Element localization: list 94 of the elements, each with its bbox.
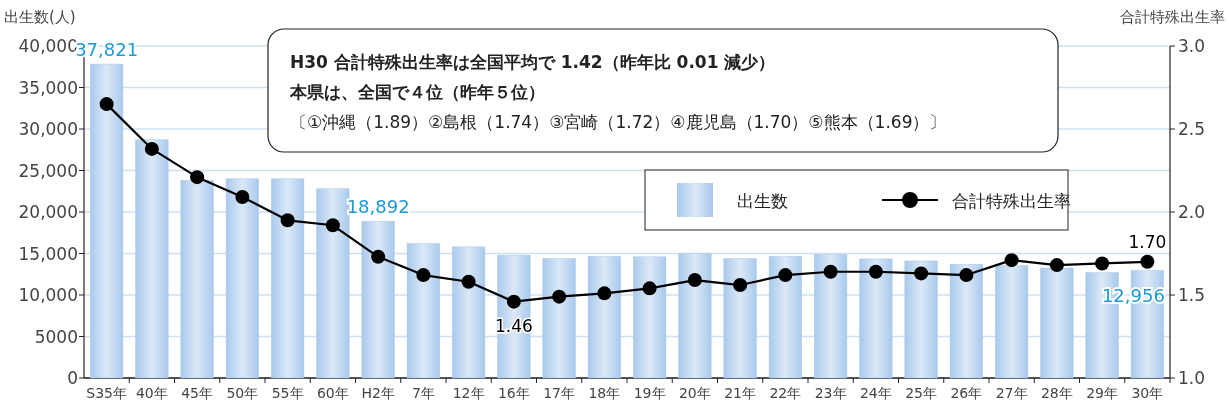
- x-tick-label: 60年: [316, 385, 349, 401]
- x-tick-label: 50年: [226, 385, 259, 401]
- bar: [225, 178, 259, 379]
- y-tick-label: 20,000: [18, 202, 78, 222]
- y-tick-label: 30,000: [18, 119, 78, 139]
- point: [868, 264, 883, 279]
- point: [552, 289, 567, 304]
- bar: [995, 265, 1029, 379]
- y-tick-label: 25,000: [18, 160, 78, 181]
- bar: [587, 256, 621, 379]
- x-tick-label: 19年: [633, 385, 666, 401]
- y2-tick-label: 2.5: [1178, 119, 1206, 139]
- y-axis-title: 出生数(人): [4, 8, 76, 26]
- y2-tick-label: 1.0: [1178, 368, 1206, 388]
- bar: [542, 258, 576, 379]
- x-tick-label: 22年: [769, 385, 802, 401]
- point: [325, 218, 340, 233]
- point: [461, 274, 476, 289]
- bar: [316, 188, 350, 379]
- x-tick-label: 21年: [724, 385, 757, 401]
- point: [687, 273, 702, 288]
- x-tick-label: 55年: [271, 385, 304, 401]
- data-label: 1.46: [494, 315, 533, 336]
- bar: [452, 246, 486, 379]
- x-tick-label: 30年: [1131, 385, 1164, 401]
- bar: [633, 256, 667, 379]
- legend-label: 出生数: [737, 191, 788, 211]
- bar: [497, 254, 531, 379]
- bar: [949, 264, 983, 379]
- point: [1095, 256, 1110, 271]
- annotation: 〔①沖縄（1.89）②島根（1.74）③宮崎（1.72）④鹿児島（1.70）⑤熊本（1.69）〕: [290, 112, 947, 132]
- bar: [678, 253, 712, 379]
- annotation: H30 合計特殊出生率は全国平均で 1.42（昨年比 0.01 減少）: [290, 52, 776, 72]
- y-tick-label: 5000: [34, 326, 78, 347]
- x-tick-label: 26年: [950, 385, 983, 401]
- point: [371, 249, 386, 264]
- bar: [768, 256, 802, 379]
- point: [1140, 254, 1155, 269]
- y2-tick-label: 1.5: [1178, 285, 1206, 305]
- data-label: 12,956: [1101, 285, 1165, 307]
- y-tick-label: 15,000: [18, 243, 78, 264]
- point: [642, 281, 657, 296]
- x-tick-label: 17年: [543, 385, 576, 401]
- x-tick-label: 29年: [1086, 385, 1119, 401]
- data-label: 1.70: [1128, 231, 1167, 252]
- bar: [859, 258, 893, 379]
- x-tick-label: 45年: [181, 385, 214, 401]
- x-tick-label: 27年: [995, 385, 1028, 401]
- x-tick-label: S35年: [86, 385, 127, 401]
- point: [190, 170, 205, 185]
- bar: [135, 139, 169, 379]
- point: [914, 266, 929, 281]
- legend-label: 合計特殊出生率: [952, 191, 1071, 211]
- x-tick-label: 7年: [411, 385, 435, 401]
- point: [506, 294, 521, 309]
- x-tick-label: 40年: [135, 385, 168, 401]
- x-tick-label: 18年: [588, 385, 621, 401]
- x-tick-label: 24年: [859, 385, 892, 401]
- annotation: 本県は、全国で４位（昨年５位）: [289, 82, 545, 102]
- point: [823, 264, 838, 279]
- bar: [1040, 267, 1074, 379]
- y-tick-label: 0: [67, 368, 78, 388]
- point: [959, 268, 974, 283]
- point: [778, 268, 793, 283]
- point: [733, 278, 748, 293]
- x-tick-label: 20年: [678, 385, 711, 401]
- x-tick-label: H2年: [361, 385, 395, 401]
- y-tick-label: 10,000: [18, 285, 78, 305]
- y-tick-label: 35,000: [18, 77, 78, 98]
- bar: [723, 258, 757, 379]
- x-tick-label: 28年: [1040, 385, 1073, 401]
- y2-axis-title: 合計特殊出生率: [1120, 8, 1225, 26]
- bar: [180, 180, 214, 379]
- bar: [814, 254, 848, 379]
- bar: [904, 260, 938, 379]
- point: [1049, 258, 1064, 273]
- x-tick-label: 23年: [814, 385, 847, 401]
- data-label: 18,892: [346, 196, 410, 218]
- bar: [271, 178, 305, 379]
- point: [597, 286, 612, 301]
- point: [416, 268, 431, 283]
- x-tick-label: 12年: [452, 385, 485, 401]
- y2-tick-label: 2.0: [1178, 202, 1206, 222]
- y2-tick-label: 3.0: [1178, 36, 1206, 56]
- point: [144, 141, 159, 156]
- point: [1004, 253, 1019, 268]
- point: [99, 97, 114, 112]
- point: [280, 213, 295, 228]
- bar: [406, 243, 440, 379]
- bar: [90, 63, 124, 379]
- point: [235, 190, 250, 205]
- x-tick-label: 25年: [905, 385, 938, 401]
- x-tick-label: 16年: [497, 385, 530, 401]
- bar: [361, 220, 395, 379]
